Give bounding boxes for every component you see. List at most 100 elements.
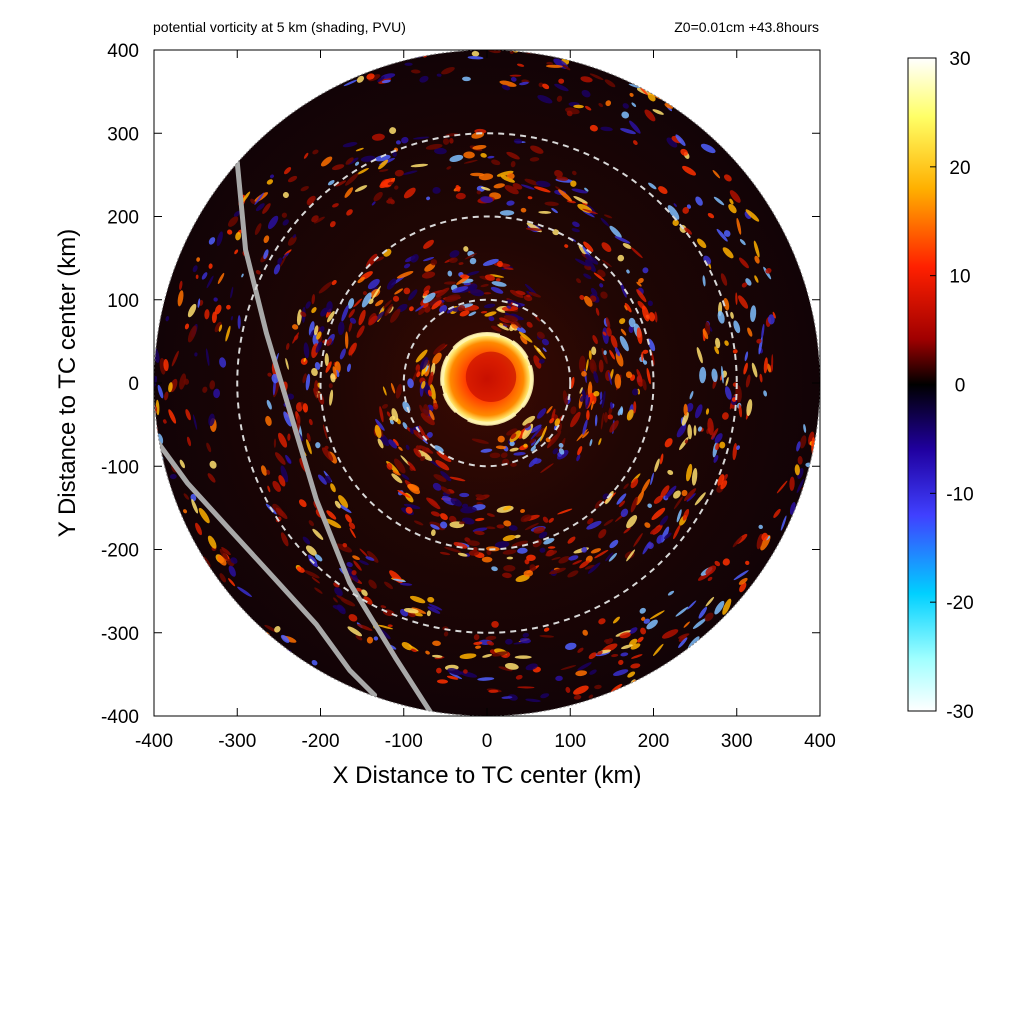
- axis-ticks: [153, 49, 821, 717]
- pv-anomaly-spot: [311, 215, 319, 223]
- pv-anomaly-spot: [577, 446, 583, 456]
- pv-anomaly-spot: [510, 76, 517, 82]
- pv-anomaly-spot: [540, 693, 550, 699]
- pv-anomaly-spot: [334, 500, 341, 509]
- pv-anomaly-spot: [528, 291, 541, 298]
- y-tick-label: -300: [101, 624, 139, 645]
- pv-anomaly-spot: [575, 258, 590, 267]
- pv-anomaly-spot: [520, 335, 528, 345]
- pv-anomaly-spot: [733, 570, 749, 581]
- pv-anomaly-spot: [381, 403, 388, 409]
- pv-anomaly-spot: [425, 650, 430, 655]
- x-tick-label: 200: [638, 731, 670, 752]
- pv-anomaly-spot: [589, 124, 598, 132]
- pv-anomaly-spot: [512, 540, 528, 547]
- pv-anomaly-spot: [416, 371, 421, 378]
- pv-anomaly-spot: [283, 411, 292, 427]
- x-tick-label: 400: [804, 731, 836, 752]
- x-tick-label: 0: [482, 731, 493, 752]
- pv-anomaly-spot: [427, 389, 432, 397]
- pv-anomaly-spot: [407, 612, 416, 618]
- pv-anomaly-spot: [533, 355, 542, 369]
- pv-anomaly-spot: [687, 600, 697, 610]
- pv-anomaly-spot: [440, 513, 448, 521]
- pv-anomaly-spot: [396, 271, 414, 279]
- pv-anomaly-spot: [478, 173, 494, 181]
- pv-anomaly-spot: [683, 403, 688, 416]
- pv-anomaly-spot: [285, 357, 289, 370]
- pv-anomaly-spot: [529, 564, 536, 572]
- pv-anomaly-spot: [673, 490, 681, 499]
- pv-anomaly-spot: [490, 325, 502, 332]
- pv-anomaly-spot: [335, 180, 347, 187]
- pv-anomaly-spot: [647, 300, 653, 307]
- pv-anomaly-spot: [462, 76, 471, 82]
- pv-anomaly-spot: [656, 534, 664, 544]
- pv-anomaly-spot: [678, 637, 688, 649]
- pv-anomaly-spot: [626, 549, 636, 562]
- pv-field-plot: [153, 49, 821, 717]
- pv-anomaly-spot: [430, 259, 438, 266]
- pv-anomaly-spot: [459, 492, 470, 498]
- pv-anomaly-spot: [475, 494, 486, 499]
- pv-anomaly-spot: [583, 241, 594, 252]
- pv-anomaly-spot: [306, 433, 311, 442]
- pv-anomaly-spot: [430, 511, 441, 517]
- pv-anomaly-spot: [745, 374, 751, 388]
- pv-anomaly-spot: [425, 143, 443, 150]
- pv-anomaly-spot: [593, 391, 600, 397]
- pv-anomaly-spot: [356, 325, 365, 338]
- pv-anomaly-spot: [336, 595, 348, 602]
- pv-anomaly-spot: [187, 325, 197, 343]
- pv-anomaly-spot: [597, 269, 606, 278]
- pv-anomaly-spot: [318, 281, 333, 294]
- x-tick-label: -100: [385, 731, 423, 752]
- pv-anomaly-spot: [415, 349, 428, 363]
- pv-anomaly-spot: [599, 283, 604, 288]
- x-tick-label: -200: [301, 731, 339, 752]
- pv-anomaly-spot: [533, 526, 545, 534]
- pv-anomaly-spot: [713, 455, 719, 463]
- pv-anomaly-spot: [619, 632, 631, 639]
- pv-anomaly-spot: [338, 494, 349, 509]
- pv-anomaly-spot: [355, 147, 364, 152]
- pv-anomaly-spot: [636, 375, 644, 387]
- pv-anomaly-spot: [392, 151, 397, 157]
- pv-anomaly-spot: [517, 547, 528, 554]
- pv-anomaly-spot: [331, 164, 345, 171]
- pv-anomaly-spot: [442, 138, 450, 145]
- pv-anomaly-spot: [720, 273, 728, 286]
- pv-anomaly-spot: [430, 524, 440, 530]
- chart-title-left: potential vorticity at 5 km (shading, PV…: [153, 19, 406, 35]
- pv-anomaly-spot: [650, 526, 661, 535]
- pv-anomaly-spot: [724, 340, 729, 346]
- pv-anomaly-spot: [796, 479, 804, 493]
- pv-anomaly-spot: [551, 408, 556, 421]
- pv-anomaly-spot: [206, 442, 212, 453]
- pv-anomaly-spot: [410, 69, 421, 74]
- pv-anomaly-spot: [696, 238, 707, 249]
- pv-anomaly-spot: [403, 607, 419, 614]
- pv-anomaly-spot: [375, 299, 384, 307]
- pv-anomaly-spot: [165, 316, 170, 322]
- pv-anomaly-spot: [570, 406, 577, 415]
- pv-anomaly-spot: [421, 271, 436, 279]
- pv-anomaly-spot: [379, 177, 396, 189]
- pv-anomaly-spot: [628, 325, 634, 334]
- range-ring: [319, 215, 655, 551]
- pv-anomaly-spot: [629, 120, 641, 134]
- pv-anomaly-spot: [382, 386, 387, 396]
- pv-anomaly-spot: [469, 257, 477, 265]
- pv-anomaly-spot: [474, 517, 485, 522]
- pv-anomaly-spot: [500, 175, 516, 183]
- pv-anomaly-spot: [214, 304, 222, 315]
- pv-anomaly-spot: [447, 270, 453, 277]
- pv-anomaly-spot: [730, 311, 734, 319]
- pv-anomaly-spot: [506, 151, 520, 160]
- pv-anomaly-spot: [341, 305, 349, 322]
- coastline: [154, 434, 378, 698]
- pv-anomaly-spot: [263, 249, 269, 260]
- pv-anomaly-spot: [516, 63, 525, 67]
- pv-anomaly-spot: [515, 674, 523, 680]
- pv-anomaly-spot: [204, 309, 210, 320]
